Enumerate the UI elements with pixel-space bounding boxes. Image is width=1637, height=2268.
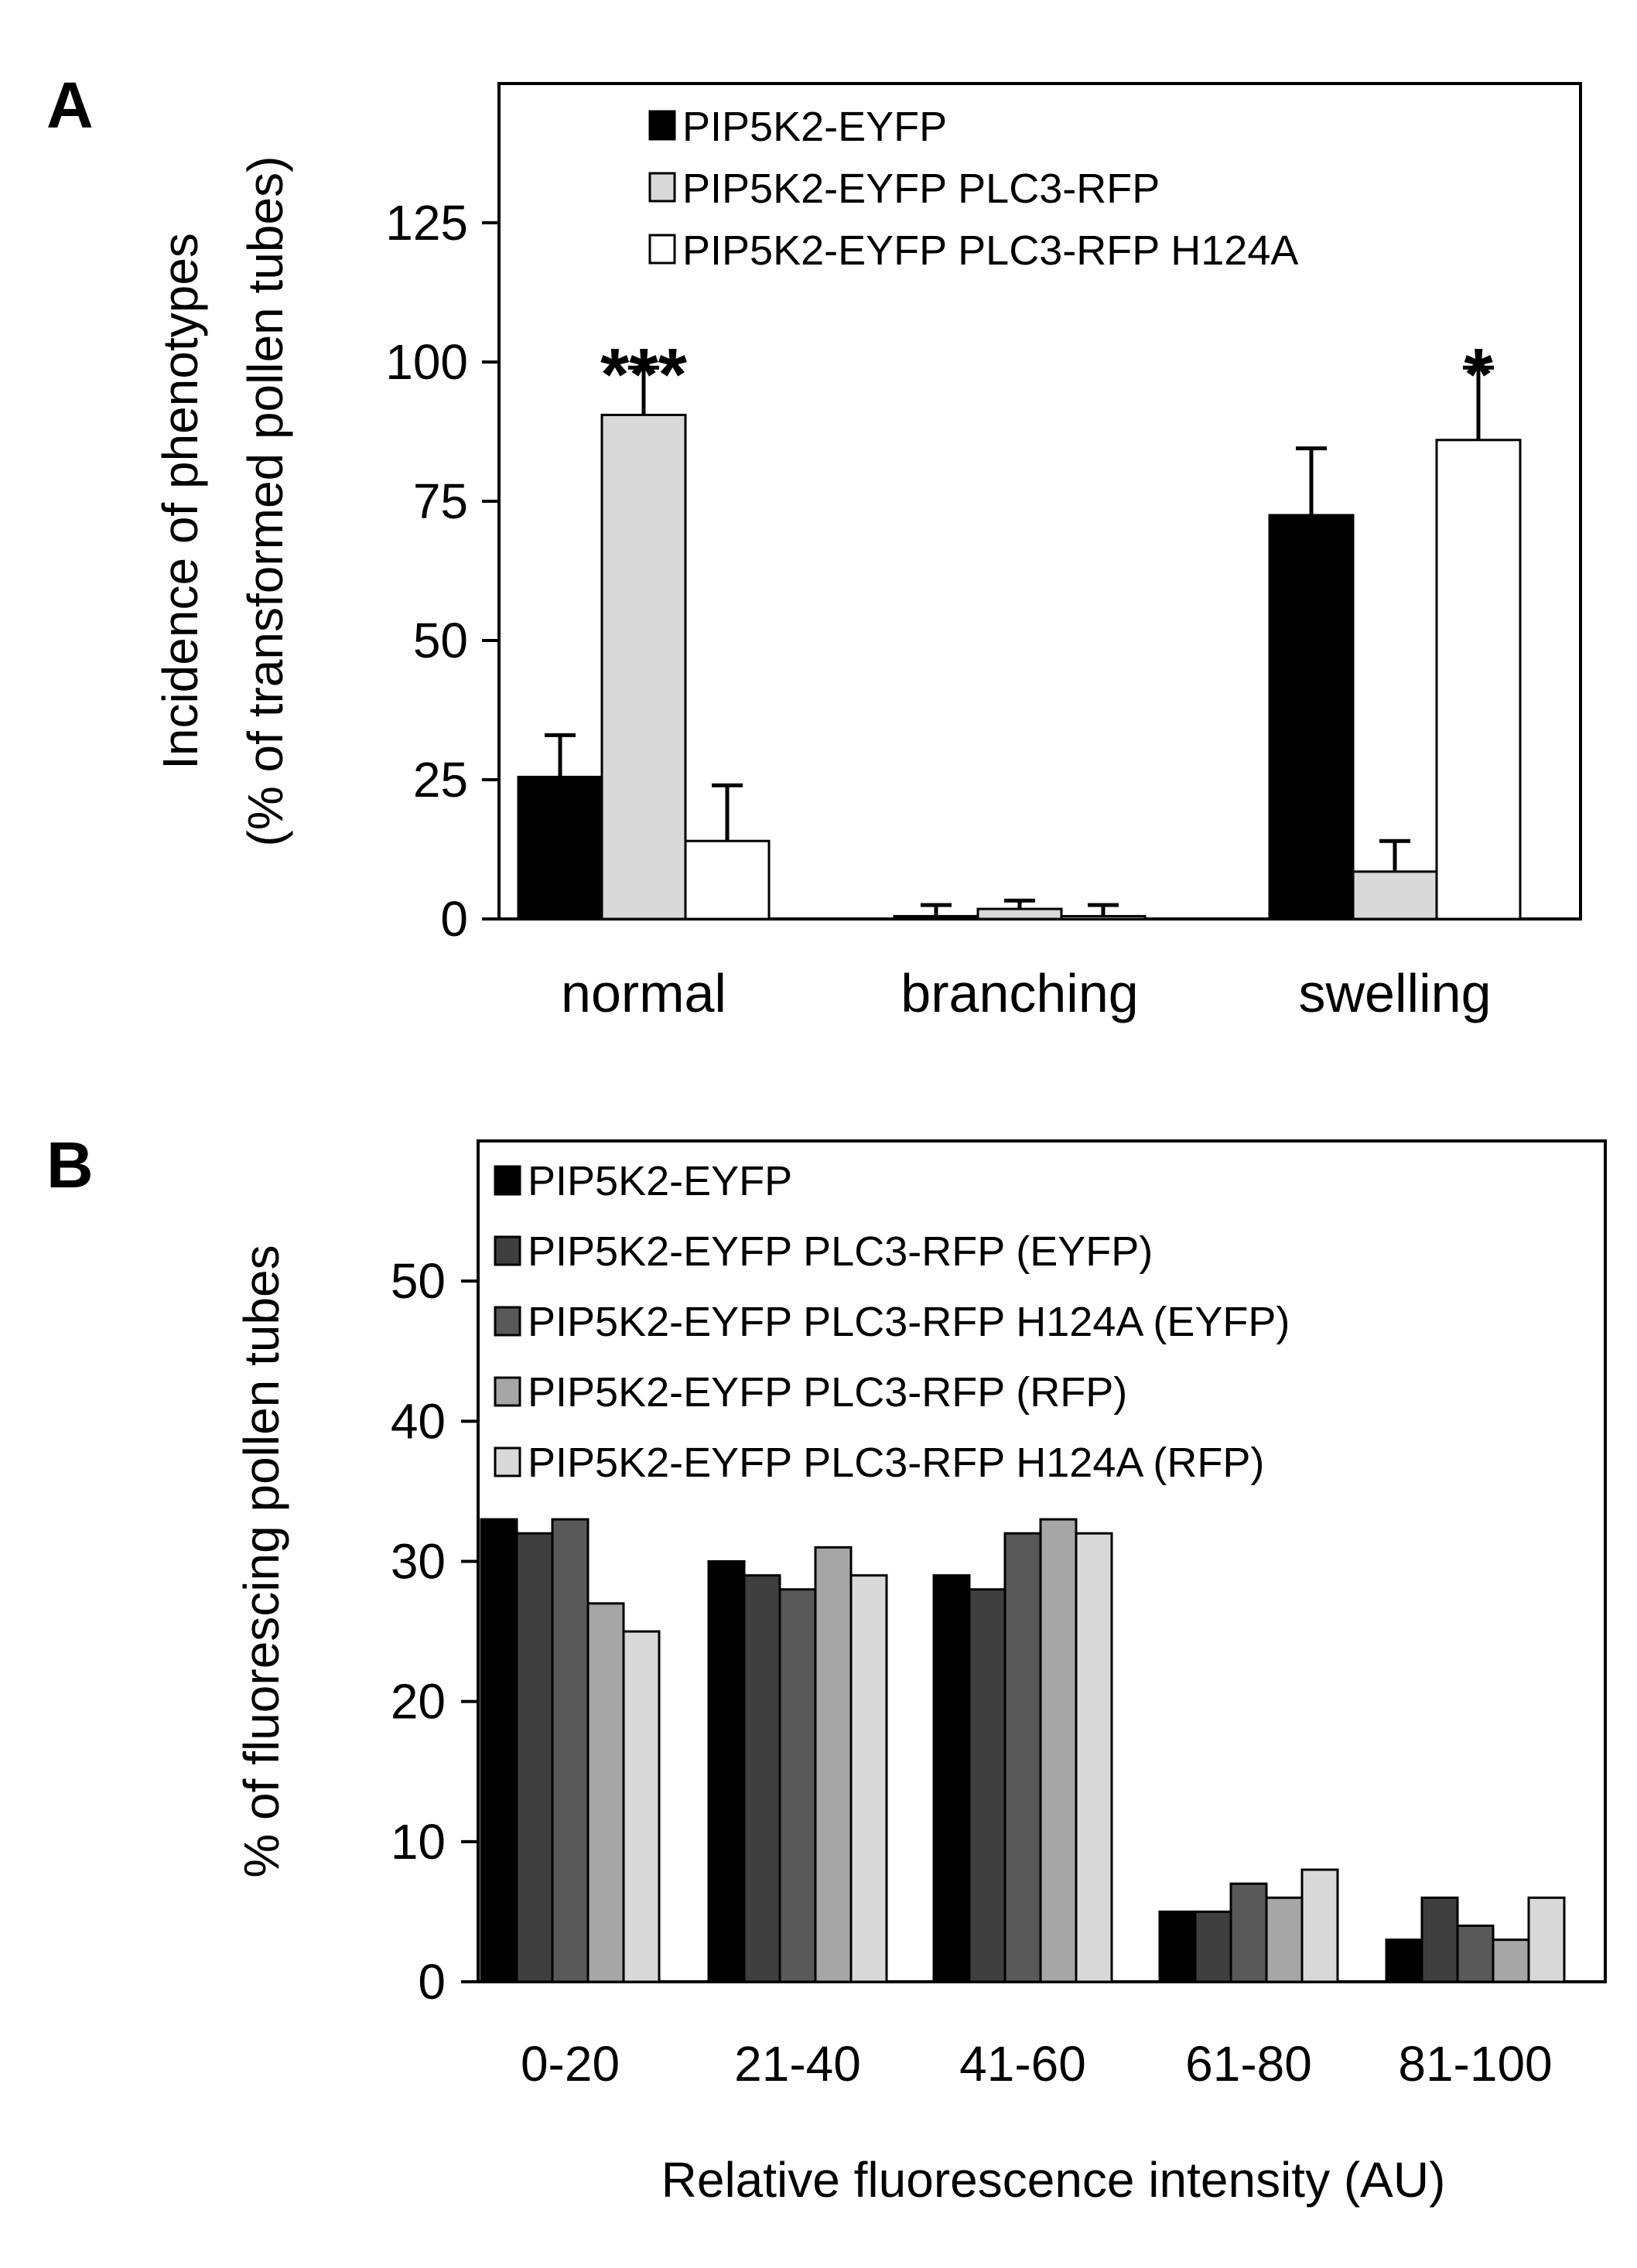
legend-swatch (648, 110, 676, 141)
y-tick-label: 50 (391, 1253, 446, 1309)
bar (1039, 1518, 1078, 1983)
significance-stars: * (1464, 333, 1493, 416)
legend-swatch (494, 1376, 521, 1407)
bar (515, 1532, 554, 1983)
bar (551, 1518, 590, 1983)
chart-b: 0 10 20 30 40 50 % of fluorescing pollen tubes… (234, 1139, 1607, 2208)
y-tick-label: 20 (391, 1674, 446, 1730)
y-tick-label: 10 (391, 1814, 446, 1870)
bar (1265, 1896, 1304, 1983)
legend-label: PIP5K2-EYFP PLC3-RFP (EYFP) (528, 1228, 1153, 1275)
significance-stars: *** (1307, 749, 1389, 836)
y-tick-label: 0 (418, 1954, 446, 2010)
bar (814, 1546, 853, 1983)
y-tick-label: 50 (413, 613, 468, 668)
bar (586, 1602, 625, 1983)
bar (1435, 439, 1522, 921)
legend-swatch (494, 1447, 521, 1477)
bar (778, 1588, 817, 1983)
y-axis-label-line1: Incidence of phenotypes (152, 233, 208, 770)
bar (1194, 1910, 1232, 1983)
y-tick-label: 0 (440, 891, 468, 947)
bar (893, 914, 979, 921)
x-category-label: swelling (1299, 963, 1492, 1023)
bar (622, 1630, 661, 1983)
bar (976, 907, 1063, 921)
bar (1300, 1868, 1339, 1983)
bar (1352, 870, 1438, 921)
y-tick-label: 100 (385, 334, 468, 390)
legend-label: PIP5K2-EYFP PLC3-RFP (RFP) (528, 1369, 1127, 1416)
legend-label: PIP5K2-EYFP PLC3-RFP H124A (EYFP) (528, 1299, 1290, 1345)
x-category-label: 0-20 (521, 2036, 620, 2092)
legend-label: PIP5K2-EYFP (682, 104, 947, 150)
x-category-label: 21-40 (734, 2036, 861, 2092)
y-tick-label: 30 (391, 1534, 446, 1590)
legend-label: PIP5K2-EYFP PLC3-RFP (682, 166, 1160, 212)
legend-swatch (494, 1235, 521, 1266)
bar (1060, 914, 1147, 921)
bar (1492, 1938, 1530, 1983)
y-tick-label: 40 (391, 1393, 446, 1449)
bar (743, 1574, 781, 1983)
bar (1456, 1925, 1495, 1983)
x-category-label: 41-60 (959, 2036, 1086, 2092)
x-category-label: normal (561, 963, 726, 1023)
legend-swatch (648, 172, 676, 203)
x-category-label: 61-80 (1185, 2036, 1312, 2092)
bar (968, 1588, 1006, 1983)
bar (480, 1518, 518, 1983)
bar (1385, 1938, 1423, 1983)
legend-swatch (494, 1306, 521, 1337)
y-axis-label: % of fluorescing pollen tubes (234, 1245, 289, 1877)
bar (849, 1574, 888, 1983)
bar (707, 1560, 746, 1983)
y-tick-label: 125 (385, 195, 468, 251)
bar (1268, 514, 1355, 921)
bar (1003, 1532, 1042, 1983)
x-category-label: branching (901, 963, 1138, 1023)
y-axis-label-line2: (% of transformed pollen tubes) (238, 156, 293, 847)
y-tick-label: 25 (413, 752, 468, 808)
bar (517, 775, 603, 921)
bar (1075, 1532, 1113, 1983)
panel-a-letter: A (46, 69, 94, 142)
legend-label: PIP5K2-EYFP (528, 1158, 792, 1204)
y-tick-label: 75 (413, 473, 468, 529)
legend-label: PIP5K2-EYFP PLC3-RFP H124A (682, 227, 1298, 274)
panel-b-letter: B (46, 1129, 94, 1201)
x-axis-label: Relative fluorescence intensity (AU) (661, 2152, 1446, 2208)
legend-swatch (494, 1165, 521, 1196)
legend-label: PIP5K2-EYFP PLC3-RFP H124A (RFP) (528, 1440, 1264, 1486)
bar (684, 839, 771, 921)
bar (1229, 1882, 1268, 1983)
chart-a: 0 25 50 75 100 125 Incidence of phenotypes (% o… (152, 82, 1582, 1023)
x-category-label: 81-100 (1398, 2036, 1552, 2092)
bar (1158, 1910, 1197, 1983)
bar (1420, 1896, 1459, 1983)
legend-swatch (648, 234, 676, 265)
significance-stars: *** (600, 333, 688, 416)
bar (932, 1574, 971, 1983)
bar (600, 413, 687, 921)
bar (1527, 1896, 1566, 1983)
